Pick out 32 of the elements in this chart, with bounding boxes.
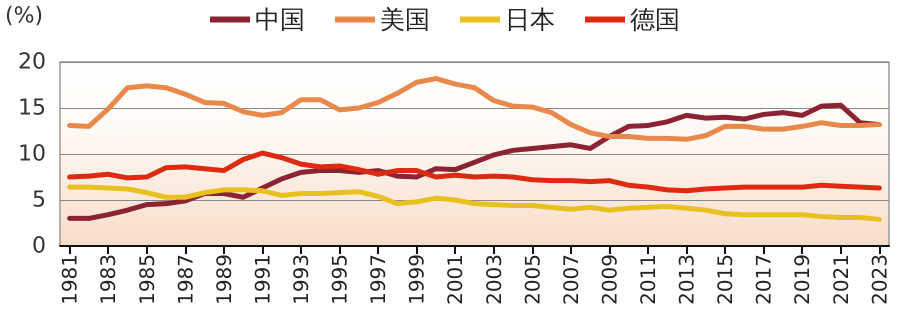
x-tick-label: 1993 xyxy=(288,254,313,305)
x-tick-label: 2019 xyxy=(790,254,814,305)
x-tick-label: 2017 xyxy=(752,254,776,305)
x-tick-label: 1989 xyxy=(212,254,236,305)
legend-label: 美国 xyxy=(380,5,430,34)
legend-label: 中国 xyxy=(255,5,305,34)
x-tick-label: 1999 xyxy=(404,254,429,305)
x-tick-label: 1987 xyxy=(173,254,198,305)
x-tick-label: 2005 xyxy=(520,254,544,305)
x-tick-label: 2021 xyxy=(828,254,853,305)
y-axis-title: (%) xyxy=(5,4,44,28)
y-tick-label: 0 xyxy=(32,234,46,258)
x-tick-label: 2001 xyxy=(443,254,468,305)
y-tick-label: 20 xyxy=(18,50,46,74)
x-tick-label: 2009 xyxy=(597,254,622,305)
x-tick-label: 2007 xyxy=(558,254,583,305)
x-tick-label: 2011 xyxy=(636,254,660,305)
legend-label: 德国 xyxy=(630,5,680,34)
x-tick-label: 2015 xyxy=(713,254,738,305)
y-tick-label: 10 xyxy=(18,142,46,166)
y-tick-label: 15 xyxy=(18,96,46,120)
x-tick-label: 1983 xyxy=(96,254,120,305)
x-tick-label: 1995 xyxy=(328,254,352,305)
legend-label: 日本 xyxy=(505,5,555,34)
x-tick-label: 2003 xyxy=(482,254,506,305)
x-tick-label: 2023 xyxy=(867,254,892,305)
y-tick-label: 5 xyxy=(32,188,46,212)
x-tick-label: 1991 xyxy=(250,254,274,305)
x-tick-label: 1985 xyxy=(134,254,159,305)
x-tick-label: 1997 xyxy=(366,254,390,305)
x-tick-label: 1981 xyxy=(58,254,82,305)
x-tick-label: 2013 xyxy=(674,254,699,305)
